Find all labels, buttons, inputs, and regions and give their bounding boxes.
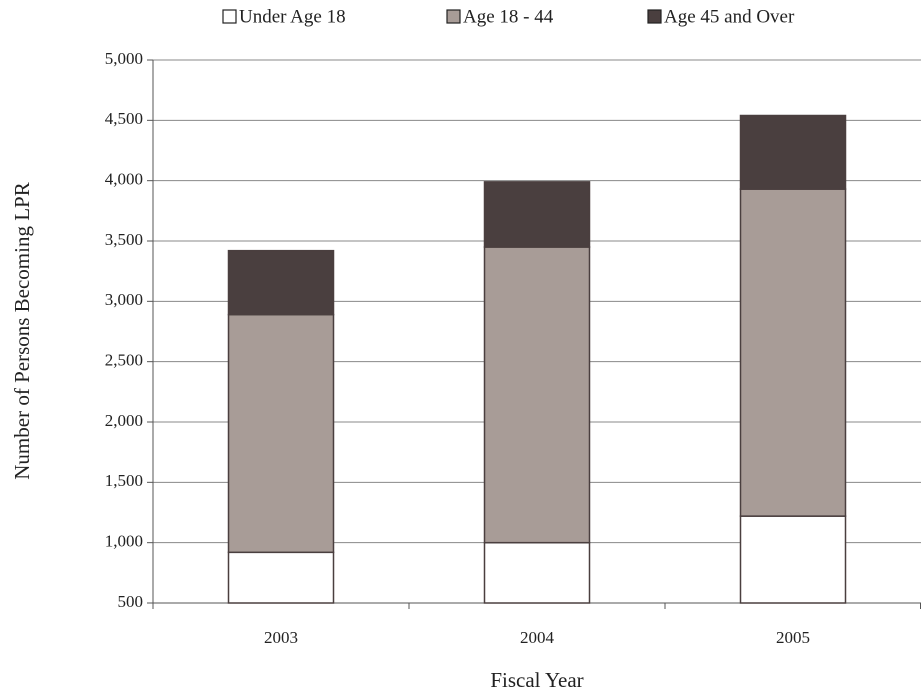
bar-segment xyxy=(227,249,335,316)
y-tick-label: 2,500 xyxy=(105,351,143,370)
legend-label: Age 18 - 44 xyxy=(463,6,554,27)
legend-swatch xyxy=(446,9,461,24)
bar-segment xyxy=(739,114,847,190)
y-tick-label: 2,000 xyxy=(105,411,143,430)
y-tick-label: 1,000 xyxy=(105,532,143,551)
legend-label: Age 45 and Over xyxy=(664,6,795,27)
bar-segment xyxy=(227,551,335,604)
bar-segment xyxy=(739,515,847,604)
y-tick-label: 500 xyxy=(118,592,144,611)
legend-swatch xyxy=(222,9,237,24)
bar-segment xyxy=(483,541,591,604)
bar-segment xyxy=(483,181,591,248)
y-tick-label: 4,500 xyxy=(105,109,143,128)
legend: Under Age 18 Age 18 - 44 Age 45 and Over xyxy=(222,6,795,27)
x-tick-label: 2005 xyxy=(776,628,810,647)
bar-segment xyxy=(227,313,335,554)
legend-swatch xyxy=(647,9,662,24)
bar-segment xyxy=(483,246,591,544)
x-tick-label: 2003 xyxy=(264,628,298,647)
y-axis-label: Number of Persons Becoming LPR xyxy=(10,182,34,479)
y-tick-label: 3,500 xyxy=(105,230,143,249)
legend-label: Under Age 18 xyxy=(239,6,346,27)
bar-segment xyxy=(739,188,847,517)
y-tick-label: 5,000 xyxy=(105,49,143,68)
y-tick-label: 4,000 xyxy=(105,170,143,189)
y-tick-label: 3,000 xyxy=(105,290,143,309)
x-axis-label: Fiscal Year xyxy=(490,668,583,692)
y-tick-label: 1,500 xyxy=(105,471,143,490)
x-tick-label: 2004 xyxy=(520,628,555,647)
